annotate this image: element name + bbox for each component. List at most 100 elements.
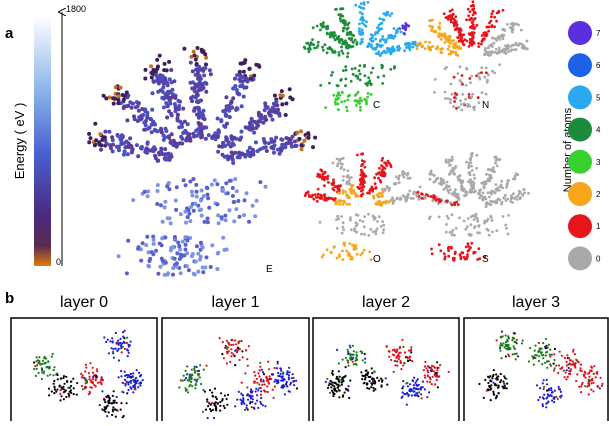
point: [450, 92, 454, 96]
point: [498, 38, 502, 41]
point: [465, 39, 469, 43]
point: [240, 381, 243, 384]
point: [489, 191, 493, 195]
point: [111, 413, 114, 417]
point: [319, 28, 322, 32]
point: [127, 383, 130, 386]
point: [508, 355, 511, 358]
point: [364, 357, 367, 360]
point: [290, 97, 295, 102]
point: [332, 391, 335, 394]
point: [288, 366, 291, 369]
point: [494, 187, 498, 191]
point: [53, 366, 56, 369]
point: [436, 369, 439, 372]
point: [115, 395, 118, 399]
point: [41, 359, 45, 362]
point: [46, 365, 49, 368]
point: [358, 11, 362, 14]
point: [503, 382, 506, 385]
point: [423, 388, 426, 391]
point: [258, 180, 263, 185]
point: [366, 95, 369, 99]
point: [209, 408, 212, 411]
point: [481, 198, 484, 201]
point: [563, 356, 567, 360]
point: [515, 338, 519, 341]
point: [367, 76, 370, 80]
point: [214, 401, 217, 404]
point: [249, 394, 253, 397]
point: [349, 257, 352, 261]
point: [349, 379, 352, 382]
point: [328, 35, 332, 39]
point: [172, 235, 177, 239]
point: [352, 353, 355, 356]
point: [362, 185, 365, 188]
point: [435, 47, 439, 50]
point: [494, 183, 498, 186]
point: [60, 377, 63, 380]
point: [496, 376, 499, 379]
point: [364, 378, 367, 381]
point: [228, 343, 231, 346]
point: [186, 268, 191, 273]
point: [362, 172, 366, 176]
point: [134, 143, 139, 148]
point: [583, 370, 586, 373]
point: [363, 160, 366, 164]
point: [369, 71, 373, 74]
point: [207, 205, 212, 210]
point: [470, 190, 474, 194]
point: [195, 133, 200, 138]
point: [471, 92, 475, 96]
point: [104, 141, 109, 146]
point: [425, 367, 428, 370]
point: [550, 387, 553, 390]
panel-label: b: [5, 290, 14, 307]
point: [493, 37, 497, 41]
point: [376, 376, 379, 379]
point: [266, 385, 269, 388]
point: [232, 353, 235, 356]
point: [592, 381, 595, 384]
point: [579, 391, 583, 394]
point: [478, 196, 481, 200]
point: [275, 379, 278, 383]
point: [379, 377, 383, 380]
point: [201, 85, 206, 90]
point: [362, 18, 366, 22]
point: [486, 52, 490, 56]
point: [484, 31, 488, 35]
point: [492, 381, 495, 384]
point: [123, 329, 126, 332]
point: [358, 72, 362, 76]
point: [225, 191, 230, 196]
point: [389, 67, 393, 71]
point: [406, 171, 410, 175]
point: [343, 41, 347, 45]
point: [35, 367, 38, 370]
point: [157, 150, 161, 155]
point: [189, 383, 192, 386]
point: [504, 341, 507, 344]
point: [409, 349, 412, 352]
point: [322, 21, 325, 25]
point: [464, 190, 468, 193]
point: [341, 52, 345, 55]
point: [219, 404, 222, 407]
point: [499, 34, 502, 38]
point: [598, 387, 601, 390]
point: [523, 45, 527, 49]
point: [459, 34, 463, 37]
point: [505, 185, 508, 189]
point: [408, 176, 412, 180]
point: [211, 391, 214, 394]
point: [94, 138, 99, 143]
point: [103, 398, 106, 401]
point: [120, 375, 123, 378]
point: [520, 28, 523, 32]
point: [231, 142, 236, 147]
point: [452, 21, 456, 24]
